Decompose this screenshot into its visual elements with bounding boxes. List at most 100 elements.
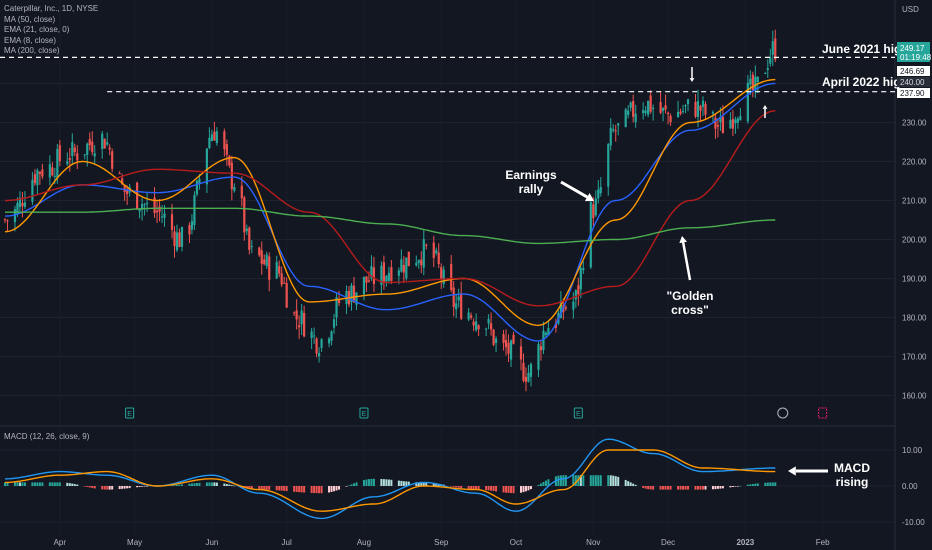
legend-ema21[interactable]: EMA (21, close, 0)	[4, 25, 70, 34]
macd-histogram-bar	[699, 486, 702, 490]
candle-body	[126, 189, 129, 195]
candle-body	[739, 115, 742, 121]
macd-histogram-bar	[766, 482, 769, 486]
candle-body	[268, 256, 271, 280]
candle-body	[652, 107, 655, 110]
earnings-arrow	[560, 180, 588, 199]
month-tick-label: Feb	[816, 538, 830, 547]
candle-body	[23, 202, 27, 207]
macd-histogram-bar	[128, 486, 131, 489]
macd-histogram-bar	[380, 478, 383, 486]
candle-body	[485, 328, 488, 330]
candle-body	[76, 153, 79, 161]
macd-histogram-bar	[263, 486, 266, 490]
candle-body	[225, 144, 228, 155]
macd-histogram-bar	[450, 486, 453, 487]
candle-body	[140, 204, 144, 210]
macd-histogram-bar	[589, 475, 592, 486]
candle-body	[554, 322, 558, 328]
candle-body	[407, 251, 410, 267]
macd-histogram-bar	[188, 483, 191, 486]
macd-histogram-bar	[126, 486, 129, 489]
macd-histogram-bar	[432, 483, 435, 486]
candle-body	[460, 293, 463, 319]
macd-histogram-bar	[213, 482, 216, 486]
macd-histogram-bar	[310, 486, 313, 493]
candle-body	[507, 342, 510, 354]
macd-histogram-bar	[682, 486, 685, 490]
legend-ma50[interactable]: MA (50, close)	[4, 14, 56, 24]
macd-histogram-bar	[574, 475, 577, 486]
candle-body	[335, 297, 338, 318]
candle-body	[265, 254, 268, 267]
macd-histogram-bar	[13, 482, 16, 486]
legend-ma200[interactable]: MA (200, close)	[4, 46, 60, 55]
candle-body	[387, 272, 390, 281]
macd-histogram-bar	[118, 486, 121, 490]
macd-histogram-bar	[362, 480, 365, 486]
candle-body	[295, 310, 298, 320]
macd-histogram-bar	[103, 486, 106, 490]
candle-body	[193, 195, 196, 225]
time-axis[interactable]: Apr May Jun Jul Aug Sep Oct Nov Dec 2023 Feb	[54, 538, 830, 547]
macd-histogram-bar	[477, 486, 480, 490]
candle-body	[512, 334, 515, 344]
price-tick-label: 210.00	[902, 197, 927, 206]
candle-body	[315, 338, 318, 354]
ma50-value: 240.00	[900, 78, 925, 87]
macd-legend[interactable]: MACD (12, 26, close, 9)	[4, 432, 90, 441]
price-tick-label: 170.00	[902, 353, 927, 362]
candle-body	[175, 232, 179, 251]
candle-body	[714, 117, 717, 129]
macd-histogram-bar	[542, 481, 545, 486]
macd-histogram-bar	[108, 486, 111, 490]
macd-histogram-bar	[402, 481, 405, 486]
candle-body	[365, 276, 368, 283]
candle-body	[455, 303, 458, 310]
candle-body	[751, 74, 754, 91]
candle-body	[607, 144, 610, 187]
candle-body	[86, 143, 89, 155]
month-tick-label: Sep	[434, 538, 449, 547]
macd-histogram-bar	[475, 486, 478, 490]
candle-body	[719, 116, 722, 122]
candle-body	[303, 312, 306, 337]
legend-ema8[interactable]: EMA (8, close)	[4, 35, 57, 45]
earnings-label-2: rally	[519, 182, 544, 196]
candle-body	[51, 167, 54, 176]
macd-histogram-bar	[597, 475, 600, 486]
macd-histogram-bar	[624, 479, 627, 486]
macd-histogram-bar	[6, 482, 9, 486]
candle-body	[649, 95, 652, 112]
candle-body	[158, 206, 161, 212]
candle-body	[564, 307, 567, 309]
macd-histogram-bar	[719, 486, 722, 489]
macd-histogram-bar	[210, 482, 213, 486]
symbol-line[interactable]: Caterpillar, Inc., 1D, NYSE	[4, 4, 99, 13]
currency-label: USD	[902, 5, 919, 14]
macd-histogram-bar	[397, 480, 400, 486]
candle-body	[771, 41, 774, 55]
macd-panel	[3, 438, 777, 520]
macd-rising-label-1: MACD	[834, 461, 870, 475]
candle-body	[734, 119, 737, 124]
macd-histogram-bar	[382, 479, 385, 486]
candle-body	[494, 338, 498, 343]
candle-body	[350, 285, 353, 303]
macd-histogram-bar	[86, 486, 89, 487]
candle-body	[487, 318, 490, 324]
candle-body	[88, 139, 91, 146]
candle-body	[764, 73, 767, 75]
candle-body	[647, 100, 650, 115]
price-tags: 249.17 01:19:48 246.69 240.00 237.90	[897, 42, 932, 98]
macd-histogram-bar	[460, 486, 463, 489]
macd-histogram-bar	[425, 482, 428, 486]
month-tick-label: 2023	[736, 538, 754, 547]
april-high-label: April 2022 high	[822, 75, 908, 89]
candle-body	[372, 267, 376, 284]
candle-body	[58, 145, 61, 162]
macd-histogram-bar	[594, 475, 597, 486]
macd-histogram-bar	[36, 482, 39, 486]
